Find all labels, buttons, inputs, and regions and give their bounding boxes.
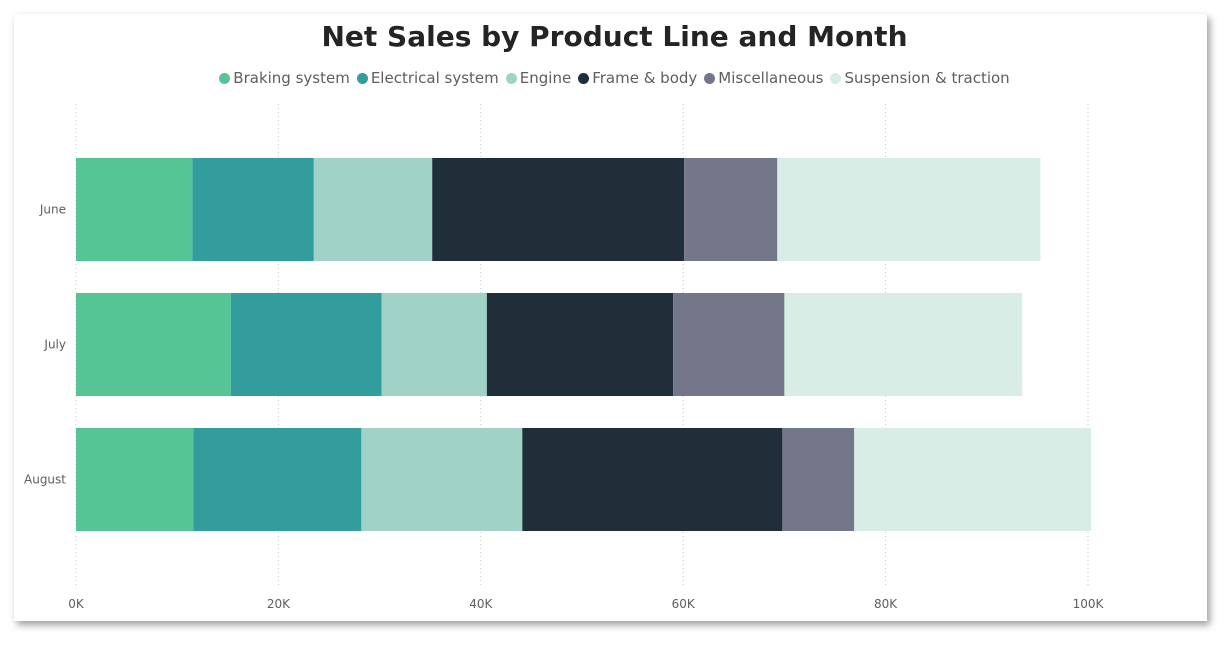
bar-segment-june-frame-body[interactable] xyxy=(432,158,685,261)
y-tick-label-august: August xyxy=(24,473,66,487)
bar-segment-june-braking-system[interactable] xyxy=(76,158,193,261)
legend-item-electrical-system[interactable]: Electrical system xyxy=(356,69,499,87)
bar-segment-july-engine[interactable] xyxy=(381,293,487,396)
bar-segment-july-frame-body[interactable] xyxy=(486,293,674,396)
bar-segment-august-miscellaneous[interactable] xyxy=(782,428,855,531)
legend-item-braking-system[interactable]: Braking system xyxy=(219,69,350,87)
bar-segment-july-electrical-system[interactable] xyxy=(230,293,382,396)
bar-segment-august-frame-body[interactable] xyxy=(522,428,783,531)
bar-segment-june-engine[interactable] xyxy=(313,158,433,261)
x-tick-label: 80K xyxy=(874,597,898,611)
bar-segment-august-electrical-system[interactable] xyxy=(193,428,362,531)
x-tick-label: 60K xyxy=(672,597,696,611)
bar-segment-june-suspension-traction[interactable] xyxy=(777,158,1041,261)
legend-label-electrical-system: Electrical system xyxy=(370,69,499,87)
bar-segment-august-engine[interactable] xyxy=(361,428,523,531)
legend-label-miscellaneous: Miscellaneous xyxy=(718,69,824,87)
legend-item-engine[interactable]: Engine xyxy=(505,69,572,87)
bar-segment-june-electrical-system[interactable] xyxy=(192,158,314,261)
legend-item-miscellaneous[interactable]: Miscellaneous xyxy=(704,69,823,87)
bar-segment-june-miscellaneous[interactable] xyxy=(684,158,778,261)
legend-marker-frame-body xyxy=(578,72,590,84)
legend-item-suspension-traction[interactable]: Suspension & traction xyxy=(830,69,1010,87)
legend-marker-suspension-traction xyxy=(830,72,842,84)
legend-label-braking-system: Braking system xyxy=(233,69,350,87)
bar-segment-july-braking-system[interactable] xyxy=(76,293,231,396)
chart-legend: Braking system Electrical system Engine … xyxy=(0,69,1229,87)
legend-label-engine: Engine xyxy=(519,69,572,87)
legend-label-frame-body: Frame & body xyxy=(592,69,698,87)
legend-marker-miscellaneous xyxy=(704,72,716,84)
legend-label-suspension-traction: Suspension & traction xyxy=(844,69,1010,87)
bar-segment-august-braking-system[interactable] xyxy=(76,428,194,531)
x-tick-label: 100K xyxy=(1073,597,1105,611)
legend-item-frame-body[interactable]: Frame & body xyxy=(578,69,697,87)
x-tick-label: 20K xyxy=(267,597,291,611)
legend-marker-electrical-system xyxy=(356,72,368,84)
bar-segment-july-suspension-traction[interactable] xyxy=(784,293,1023,396)
y-tick-label-july: July xyxy=(43,338,66,352)
y-tick-label-june: June xyxy=(39,203,66,217)
chart-title: Net Sales by Product Line and Month xyxy=(321,20,908,53)
bar-segment-august-suspension-traction[interactable] xyxy=(854,428,1092,531)
x-tick-label: 40K xyxy=(469,597,493,611)
legend-marker-braking-system xyxy=(219,72,231,84)
legend-marker-engine xyxy=(505,72,517,84)
x-tick-label: 0K xyxy=(68,597,85,611)
bar-segment-july-miscellaneous[interactable] xyxy=(673,293,785,396)
